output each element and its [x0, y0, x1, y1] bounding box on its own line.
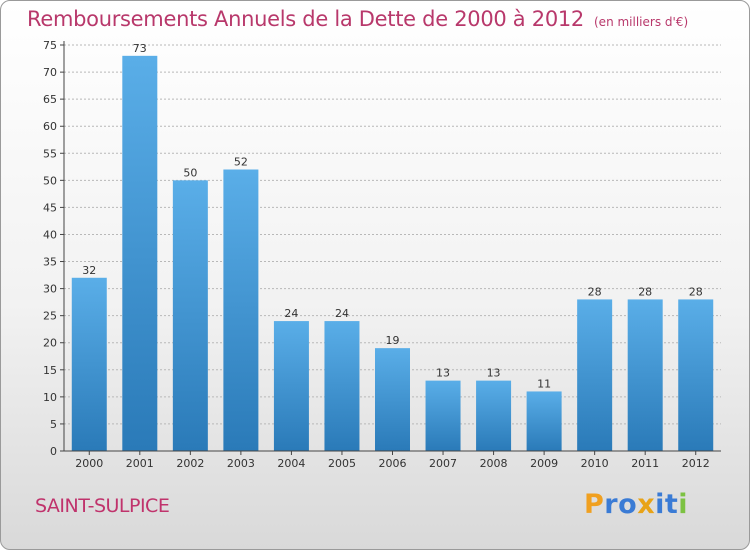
- data-label-2012: 28: [689, 285, 703, 298]
- logo-letter: r: [604, 489, 619, 520]
- proxiti-logo: Proxiti: [584, 489, 688, 520]
- chart-title: Remboursements Annuels de la Dette de 20…: [27, 7, 688, 31]
- y-tick-label: 55: [43, 147, 57, 160]
- bar-2004: [273, 321, 309, 451]
- data-label-2006: 19: [386, 334, 400, 347]
- data-label-2011: 28: [638, 285, 652, 298]
- logo-letter: P: [584, 489, 605, 520]
- commune-name: SAINT-SULPICE: [35, 495, 170, 517]
- y-tick-label: 60: [43, 120, 57, 133]
- y-tick-label: 40: [43, 228, 57, 241]
- bar-2008: [476, 380, 512, 451]
- x-tick-label-2000: 2000: [75, 457, 103, 470]
- x-tick-label-2009: 2009: [530, 457, 558, 470]
- y-tick-label: 5: [50, 418, 57, 431]
- data-label-2002: 50: [183, 166, 197, 179]
- x-tick-label-2007: 2007: [429, 457, 457, 470]
- x-tick-label-2001: 2001: [126, 457, 154, 470]
- bar-2010: [577, 299, 613, 451]
- x-tick-label-2008: 2008: [480, 457, 508, 470]
- logo-letter: i: [678, 489, 689, 520]
- data-label-2009: 11: [537, 377, 551, 390]
- y-tick-label: 25: [43, 310, 57, 323]
- y-tick-label: 65: [43, 93, 57, 106]
- x-tick-label-2002: 2002: [176, 457, 204, 470]
- logo-letter: x: [637, 489, 656, 520]
- y-tick-label: 30: [43, 283, 57, 296]
- bar-2007: [425, 380, 461, 451]
- x-tick-label-2010: 2010: [581, 457, 609, 470]
- y-tick-label: 15: [43, 364, 57, 377]
- data-label-2008: 13: [487, 367, 501, 380]
- data-label-2003: 52: [234, 156, 248, 169]
- x-tick-label-2005: 2005: [328, 457, 356, 470]
- data-label-2004: 24: [284, 307, 298, 320]
- bar-2012: [678, 299, 714, 451]
- bar-2006: [375, 348, 410, 451]
- bar-2002: [172, 180, 208, 452]
- data-label-2001: 73: [133, 42, 147, 55]
- y-tick-label: 20: [43, 337, 57, 350]
- unit-text: (en milliers d'€): [594, 15, 689, 29]
- bar-2003: [223, 169, 259, 452]
- bar-2001: [122, 55, 158, 452]
- x-tick-label-2012: 2012: [682, 457, 710, 470]
- y-tick-label: 35: [43, 256, 57, 269]
- x-tick-label-2003: 2003: [227, 457, 255, 470]
- y-tick-label: 50: [43, 174, 57, 187]
- data-label-2000: 32: [82, 264, 96, 277]
- title-text: Remboursements Annuels de la Dette de 20…: [27, 7, 584, 31]
- logo-letter: i: [655, 489, 665, 520]
- data-label-2007: 13: [436, 367, 450, 380]
- data-label-2005: 24: [335, 307, 349, 320]
- x-tick-label-2011: 2011: [631, 457, 659, 470]
- logo-letter: o: [618, 489, 638, 520]
- y-tick-label: 70: [43, 66, 57, 79]
- bar-2000: [71, 277, 107, 451]
- bar-2005: [324, 321, 360, 451]
- y-tick-label: 0: [50, 445, 57, 458]
- y-tick-label: 45: [43, 201, 57, 214]
- bar-chart: 32 73 50 52 24 24 19 13 13 11 28 28 28 0 5 10 15 20 25 30 3…: [43, 39, 721, 470]
- y-tick-label: 75: [43, 39, 57, 52]
- x-tick-label-2004: 2004: [277, 457, 305, 470]
- y-tick-label: 10: [43, 391, 57, 404]
- data-label-2010: 28: [588, 285, 602, 298]
- bar-2011: [627, 299, 663, 451]
- x-tick-label-2006: 2006: [379, 457, 407, 470]
- logo-letter: t: [664, 489, 679, 520]
- bar-2009: [526, 391, 562, 451]
